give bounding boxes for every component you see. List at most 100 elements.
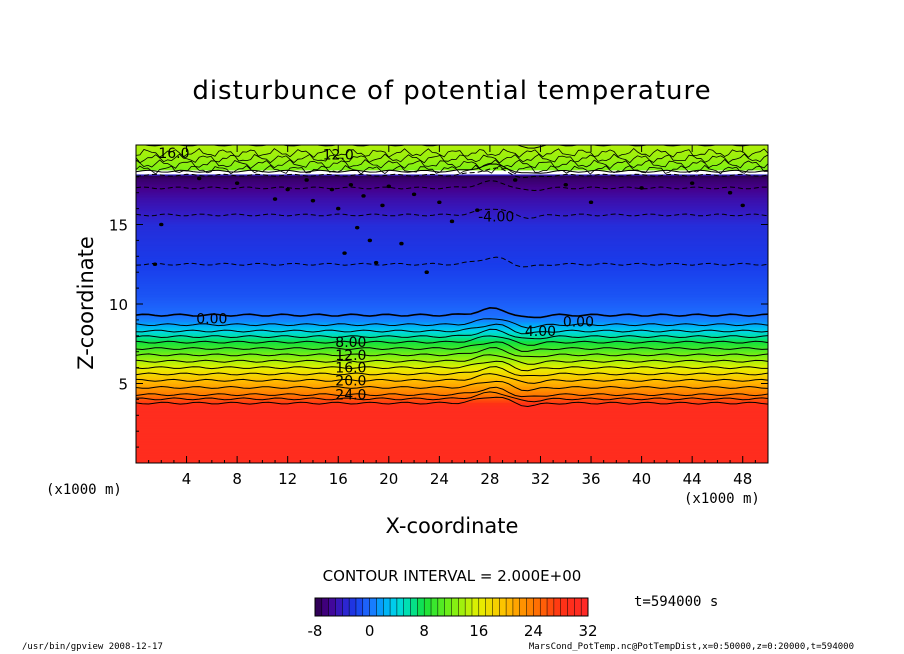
- colorbar-segment: [424, 598, 432, 616]
- colorbar-segment: [383, 598, 391, 616]
- contour-cell: [336, 206, 341, 211]
- contour-cell: [475, 208, 480, 212]
- colorbar-segment: [315, 598, 323, 616]
- x-tick-label: 44: [683, 470, 702, 488]
- colorbar-segment: [390, 598, 398, 616]
- contour-line: [136, 360, 768, 372]
- colorbar-segment: [444, 598, 452, 616]
- contour-cell: [588, 200, 594, 205]
- x-tick-label: 16: [329, 470, 348, 488]
- x-tick-label: 32: [531, 470, 550, 488]
- contour-cell: [285, 187, 290, 192]
- contour-cell: [367, 238, 373, 243]
- colorbar-segment: [519, 598, 527, 616]
- contour-cell: [513, 178, 518, 182]
- contour-cell: [304, 178, 309, 182]
- colorbar-segment: [403, 598, 411, 616]
- contour-label: 16.0: [158, 146, 189, 162]
- contour-label: 12.0: [335, 348, 366, 364]
- colorbar-segment: [362, 598, 370, 616]
- colorbar-segment: [492, 598, 500, 616]
- colorbar-segment: [581, 598, 589, 616]
- contour-cell: [159, 222, 164, 227]
- y-axis-ticks: 5 10 15: [109, 160, 768, 448]
- colorbar-segment: [355, 598, 364, 616]
- contour-cell: [639, 186, 644, 190]
- contour-line: [136, 208, 768, 219]
- contour-cell: [197, 176, 202, 181]
- contour-cell: [437, 200, 442, 205]
- colorbar-segment: [553, 598, 561, 616]
- x-tick-label: 20: [379, 470, 398, 488]
- colorbar-segment: [560, 598, 568, 616]
- contour-cell: [689, 181, 695, 185]
- colorbar-segment: [574, 598, 582, 616]
- contour-cell: [449, 219, 455, 224]
- x-axis-unit-right: (x1000 m): [684, 491, 760, 507]
- contour-cell: [272, 197, 278, 201]
- contour-label: 20.0: [335, 373, 366, 389]
- colorbar-segment: [335, 598, 343, 616]
- contour-cell: [310, 198, 316, 203]
- colorbar-tick-label: -8: [308, 622, 323, 640]
- contour-labels: 16.0 12.0-4.000.00 0.004.008.0012.016.020.…: [158, 146, 594, 404]
- contour-line: [136, 147, 768, 158]
- colorbar-segment: [465, 598, 473, 616]
- footer-data-source: MarsCond_PotTemp.nc@PotTempDist,x=0:5000…: [528, 642, 854, 652]
- y-tick-label: 5: [118, 376, 128, 394]
- colorbar-segment: [417, 598, 425, 616]
- colorbar-segment: [567, 598, 575, 616]
- contour-label: 4.00: [525, 324, 556, 340]
- colorbar-segment: [342, 598, 350, 616]
- white-gap-band: [136, 170, 768, 175]
- footer-program-date: /usr/bin/gpview 2008-12-17: [22, 642, 163, 652]
- colorbar-segment: [410, 598, 418, 616]
- contour-cell: [411, 192, 417, 197]
- contour-label: 0.00: [196, 311, 227, 327]
- colorbar-segment: [451, 598, 459, 616]
- colorbar-tick-label: 8: [419, 622, 429, 640]
- contour-line: [136, 256, 768, 268]
- y-tick-label: 10: [109, 296, 128, 314]
- contour-line: [136, 341, 768, 352]
- colorbar-tick-label: 16: [469, 622, 488, 640]
- colorbar-segment: [499, 598, 507, 616]
- colorbar-segment: [431, 598, 439, 616]
- contour-line: [136, 391, 768, 403]
- contour-line: [136, 373, 768, 384]
- contour-label: 8.00: [335, 335, 366, 351]
- contour-cell: [342, 251, 347, 255]
- colorbar-segment: [506, 598, 514, 616]
- contour-line: [136, 380, 768, 392]
- contour-line: [136, 366, 768, 377]
- y-tick-label: 15: [109, 217, 128, 235]
- colorbar-segment: [369, 598, 377, 616]
- contour-label: 16.0: [335, 361, 366, 377]
- contour-line: [136, 306, 768, 319]
- contour-label: 0.00: [563, 314, 594, 330]
- colorbar-frame: [314, 597, 589, 617]
- contour-label: 24.0: [335, 388, 366, 404]
- contour-line: [136, 347, 768, 358]
- contour-cell: [563, 182, 568, 187]
- color-fill-bands: [136, 145, 768, 463]
- x-axis-label: X-coordinate: [385, 514, 519, 538]
- contour-line: [136, 159, 768, 170]
- contour-line: [136, 328, 768, 340]
- x-tick-label: 12: [278, 470, 297, 488]
- contour-cell: [348, 182, 354, 187]
- time-label: t=594000 s: [634, 594, 719, 610]
- x-axis-unit-left: (x1000 m): [46, 482, 122, 498]
- contour-line: [136, 396, 768, 408]
- contour-cell: [361, 194, 366, 198]
- contour-cell: [399, 241, 404, 246]
- contour-line: [136, 335, 768, 346]
- contour-line: [136, 180, 768, 192]
- colorbar-tick-label: 24: [524, 622, 543, 640]
- x-tick-label: 24: [430, 470, 449, 488]
- contour-cell: [380, 203, 385, 208]
- contour-cell: [740, 203, 745, 208]
- x-tick-label: 8: [232, 470, 242, 488]
- chart-title: disturbunce of potential temperature: [192, 76, 712, 106]
